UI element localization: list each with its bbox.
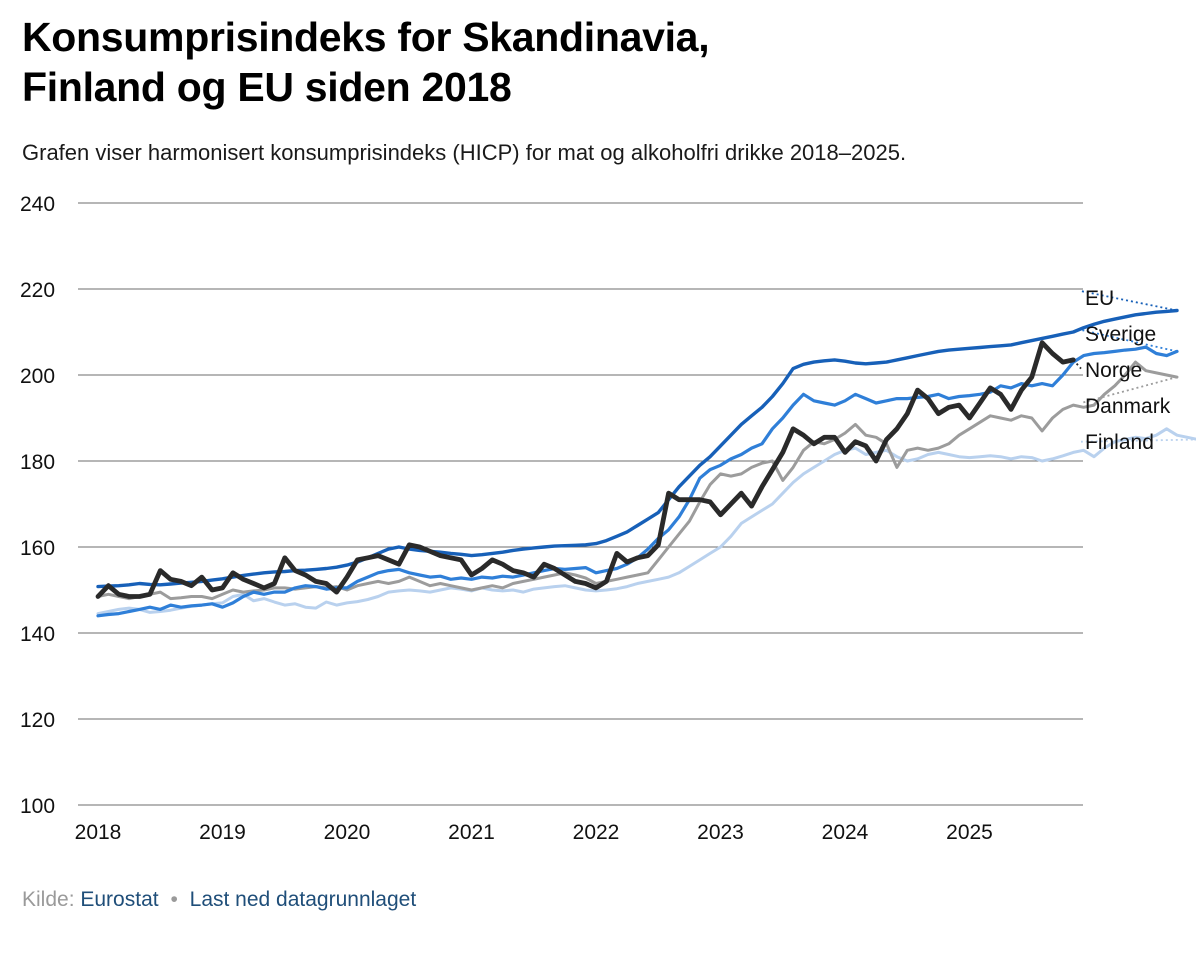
x-tick-label-2024: 2024: [822, 821, 869, 844]
x-tick-label-2023: 2023: [697, 821, 744, 844]
series-label-finland: Finland: [1085, 431, 1154, 454]
series-label-danmark: Danmark: [1085, 395, 1171, 418]
y-tick-label-180: 180: [20, 451, 55, 474]
download-data-link[interactable]: Last ned datagrunnlaget: [189, 888, 417, 911]
x-tick-label-2022: 2022: [573, 821, 620, 844]
source-link-eurostat[interactable]: Eurostat: [80, 888, 159, 911]
series-connector-sverige: [1080, 329, 1178, 353]
series-line-norge: [95, 340, 1076, 599]
y-tick-label-100: 100: [20, 795, 55, 818]
y-axis-ticks: 100 120 140 160 180 200 220 240: [20, 193, 55, 818]
source-label: Kilde:: [22, 888, 75, 911]
series-line-danmark: [96, 360, 1179, 601]
series-label-sverige: Sverige: [1085, 323, 1156, 346]
y-tick-label-140: 140: [20, 623, 55, 646]
y-tick-label-220: 220: [20, 279, 55, 302]
series-lines: [95, 290, 1196, 618]
source-separator: •: [170, 888, 178, 911]
x-tick-label-2020: 2020: [324, 821, 371, 844]
x-axis-ticks: 2018 2019 2020 2021 2022 2023 2024 2025: [75, 821, 993, 844]
series-end-labels: Finland Danmark Sverige EU Norge: [1085, 287, 1171, 454]
y-tick-label-200: 200: [20, 365, 55, 388]
x-tick-label-2025: 2025: [946, 821, 993, 844]
chart-title: Konsumprisindeks for Skandinavia, Finlan…: [22, 12, 1122, 112]
chart-subtitle: Grafen viser harmonisert konsumprisindek…: [22, 140, 907, 165]
x-tick-label-2021: 2021: [448, 821, 495, 844]
series-label-norge: Norge: [1085, 359, 1142, 382]
y-tick-label-160: 160: [20, 537, 55, 560]
x-tick-label-2018: 2018: [75, 821, 122, 844]
y-tick-label-120: 120: [20, 709, 55, 732]
chart-title-line1: Konsumprisindeks for Skandinavia,: [22, 14, 710, 60]
grid-lines: [78, 202, 1083, 806]
chart-title-line2: Finland og EU siden 2018: [22, 64, 512, 110]
series-connector-eu: [1080, 290, 1178, 312]
series-connector-norge: [1072, 359, 1082, 370]
series-connector-danmark: [1080, 376, 1178, 404]
line-chart: 100 120 140 160 180 200 220 240 2018 2019 2020 202…: [20, 193, 1196, 844]
y-tick-label-240: 240: [20, 193, 55, 216]
x-tick-label-2019: 2019: [199, 821, 246, 844]
source-line: Kilde: Eurostat • Last ned datagrunnlage…: [22, 886, 416, 914]
series-line-eu: [96, 308, 1179, 589]
series-label-eu: EU: [1085, 287, 1114, 310]
series-line-finland: [96, 427, 1196, 616]
